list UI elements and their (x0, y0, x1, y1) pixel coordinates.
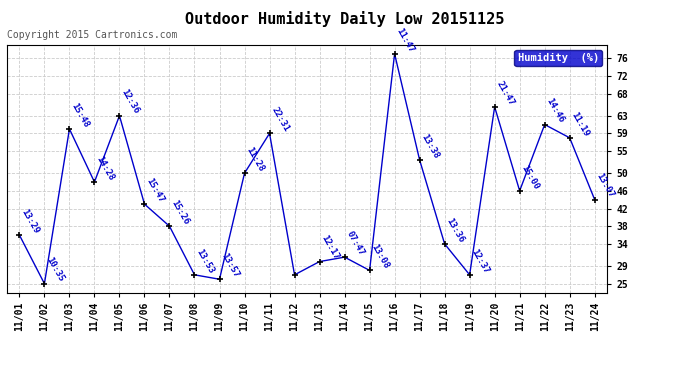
Text: 14:46: 14:46 (544, 97, 566, 124)
Text: 13:38: 13:38 (420, 132, 441, 160)
Text: 15:48: 15:48 (70, 101, 90, 129)
Text: 07:47: 07:47 (344, 230, 366, 257)
Text: 22:31: 22:31 (270, 106, 290, 134)
Text: 12:37: 12:37 (470, 247, 491, 275)
Text: 12:17: 12:17 (319, 234, 341, 262)
Text: 15:26: 15:26 (170, 198, 190, 226)
Text: 15:00: 15:00 (520, 163, 541, 191)
Text: 11:19: 11:19 (570, 110, 591, 138)
Text: 10:35: 10:35 (44, 256, 66, 284)
Text: 12:36: 12:36 (119, 88, 141, 116)
Text: 13:36: 13:36 (444, 216, 466, 244)
Text: Copyright 2015 Cartronics.com: Copyright 2015 Cartronics.com (7, 30, 177, 40)
Text: 13:53: 13:53 (195, 247, 216, 275)
Text: 11:47: 11:47 (395, 26, 416, 54)
Text: 21:47: 21:47 (495, 79, 516, 107)
Text: 14:28: 14:28 (95, 154, 116, 182)
Text: 13:57: 13:57 (219, 252, 241, 279)
Text: 13:07: 13:07 (595, 172, 616, 200)
Legend: Humidity  (%): Humidity (%) (515, 50, 602, 66)
Text: 13:08: 13:08 (370, 243, 391, 270)
Text: 15:47: 15:47 (144, 176, 166, 204)
Text: 11:28: 11:28 (244, 146, 266, 173)
Text: 13:29: 13:29 (19, 207, 41, 235)
Text: Outdoor Humidity Daily Low 20151125: Outdoor Humidity Daily Low 20151125 (186, 11, 504, 27)
